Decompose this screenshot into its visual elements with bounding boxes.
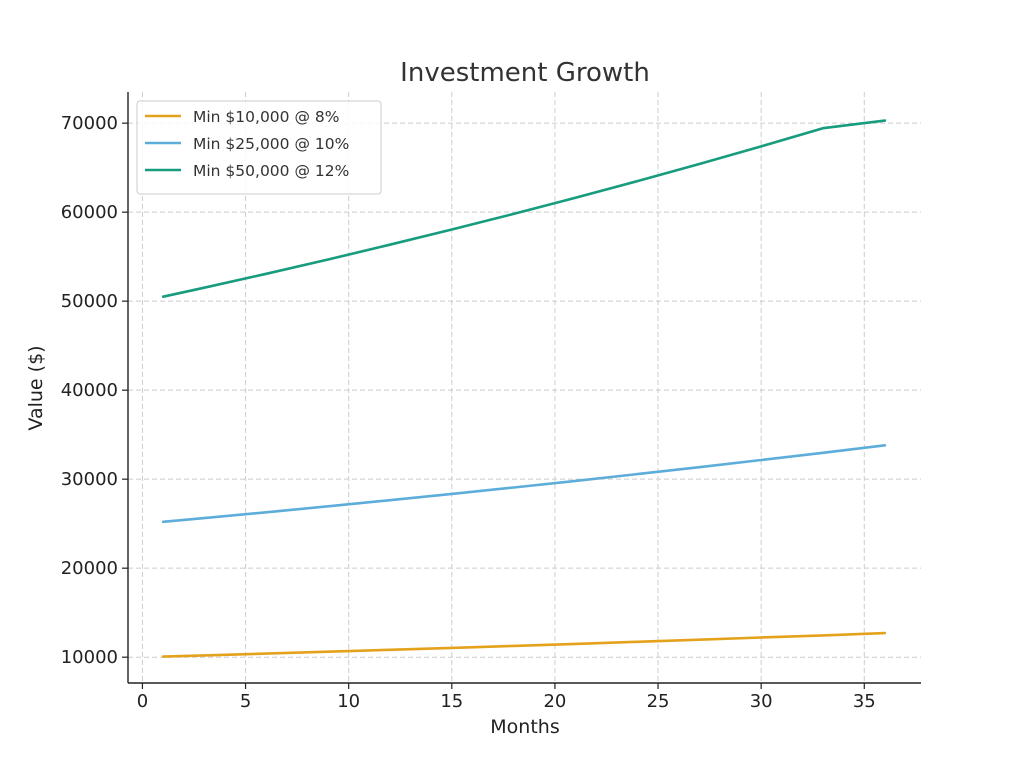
legend-entry-label: Min $25,000 @ 10% bbox=[193, 135, 349, 153]
series-line-1 bbox=[161, 631, 887, 658]
series-line-2 bbox=[161, 443, 887, 524]
x-tick-label: 15 bbox=[440, 691, 463, 712]
axis-ticks: 0 5 10 15 20 25 30 35 10000 20000 30000 40000 50000 6… bbox=[61, 113, 876, 712]
series-line-3 bbox=[161, 119, 887, 299]
y-tick-label: 50000 bbox=[61, 291, 118, 312]
legend-box bbox=[136, 100, 382, 195]
y-tick-label: 30000 bbox=[61, 469, 118, 490]
series-lines bbox=[161, 119, 887, 658]
chart-title: Investment Growth bbox=[400, 58, 650, 88]
x-tick-label: 35 bbox=[853, 691, 876, 712]
x-axis-label: Months bbox=[490, 716, 559, 738]
grid-lines bbox=[128, 92, 921, 683]
x-tick-label: 20 bbox=[543, 691, 566, 712]
x-tick-label: 5 bbox=[240, 691, 251, 712]
x-tick-label: 10 bbox=[337, 691, 360, 712]
legend: Min $10,000 @ 8% Min $25,000 @ 10% Min $50… bbox=[136, 100, 382, 195]
x-tick-label: 25 bbox=[647, 691, 670, 712]
legend-entry-label: Min $50,000 @ 12% bbox=[193, 162, 349, 180]
y-tick-label: 10000 bbox=[61, 647, 118, 668]
legend-entry-label: Min $10,000 @ 8% bbox=[193, 108, 339, 126]
y-tick-label: 40000 bbox=[61, 380, 118, 401]
y-tick-label: 60000 bbox=[61, 202, 118, 223]
x-tick-label: 0 bbox=[137, 691, 148, 712]
y-axis-label: Value ($) bbox=[25, 345, 47, 430]
y-tick-label: 20000 bbox=[61, 558, 118, 579]
y-tick-label: 70000 bbox=[61, 113, 118, 134]
x-tick-label: 30 bbox=[750, 691, 773, 712]
